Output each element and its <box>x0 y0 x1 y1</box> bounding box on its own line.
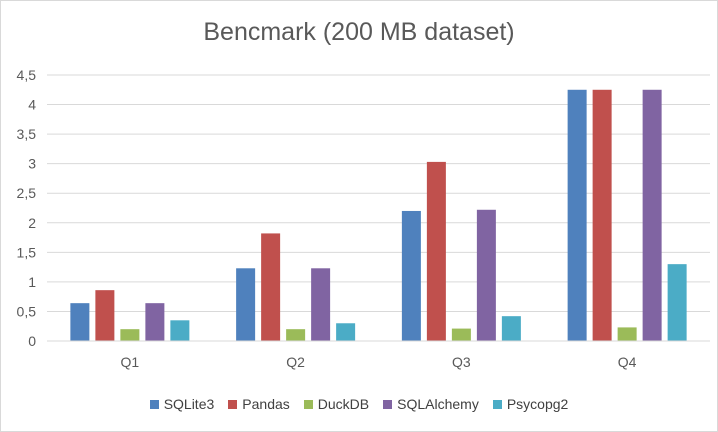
bar-duckdb-q2 <box>286 329 306 341</box>
legend-swatch <box>228 399 238 409</box>
y-tick-label: 2,5 <box>17 185 37 201</box>
legend-swatch <box>149 399 159 409</box>
bar-sqlite3-q4 <box>567 89 587 342</box>
y-tick-label: 2 <box>28 215 36 231</box>
legend-label: SQLite3 <box>163 396 215 412</box>
legend-item: Psycopg2 <box>492 396 569 412</box>
x-tick-label: Q1 <box>121 354 140 370</box>
legend-label: Psycopg2 <box>506 396 569 412</box>
y-tick-label: 0,5 <box>17 303 37 319</box>
chart-legend: SQLite3 Pandas DuckDB SQLAlchemy Psycopg2 <box>0 396 718 412</box>
legend-label: Pandas <box>242 396 290 412</box>
bar-sqlalchemy-q1 <box>145 303 165 341</box>
bar-sqlalchemy-q2 <box>311 268 331 341</box>
bar-duckdb-q3 <box>451 328 471 341</box>
y-tick-label: 3,5 <box>17 126 37 142</box>
legend-swatch <box>492 399 502 409</box>
y-tick-label: 4 <box>28 97 36 113</box>
bar-pandas-q1 <box>95 290 115 341</box>
bar-sqlite3-q1 <box>70 303 90 341</box>
y-tick-label: 0 <box>28 333 36 349</box>
bar-duckdb-q4 <box>617 327 637 341</box>
legend-item: SQLite3 <box>149 396 215 412</box>
legend-label: DuckDB <box>317 396 370 412</box>
y-tick-label: 1 <box>28 274 36 290</box>
legend-label: SQLAlchemy <box>397 396 479 412</box>
y-tick-label: 4,5 <box>17 67 37 83</box>
legend-swatch <box>303 399 313 409</box>
bar-sqlalchemy-q3 <box>476 209 496 341</box>
legend-item: SQLAlchemy <box>383 396 479 412</box>
bar-sqlite3-q3 <box>401 210 421 341</box>
bar-psycopg2-q3 <box>501 316 521 341</box>
bar-psycopg2-q1 <box>170 320 190 341</box>
bar-psycopg2-q2 <box>336 323 356 341</box>
y-tick-label: 3 <box>28 156 36 172</box>
x-tick-label: Q2 <box>286 354 305 370</box>
legend-swatch <box>383 399 393 409</box>
bar-sqlalchemy-q4 <box>642 89 662 342</box>
chart-title: Bencmark (200 MB dataset) <box>203 18 515 46</box>
bar-pandas-q3 <box>426 161 446 341</box>
legend-item: Pandas <box>228 396 290 412</box>
bar-psycopg2-q4 <box>667 264 687 341</box>
x-tick-label: Q3 <box>452 354 471 370</box>
y-tick-label: 1,5 <box>17 244 37 260</box>
legend-item: DuckDB <box>303 396 370 412</box>
bar-sqlite3-q2 <box>236 268 256 341</box>
bar-duckdb-q1 <box>120 329 140 341</box>
x-tick-label: Q4 <box>618 354 637 370</box>
bar-pandas-q4 <box>592 89 612 342</box>
bar-pandas-q2 <box>261 233 281 341</box>
